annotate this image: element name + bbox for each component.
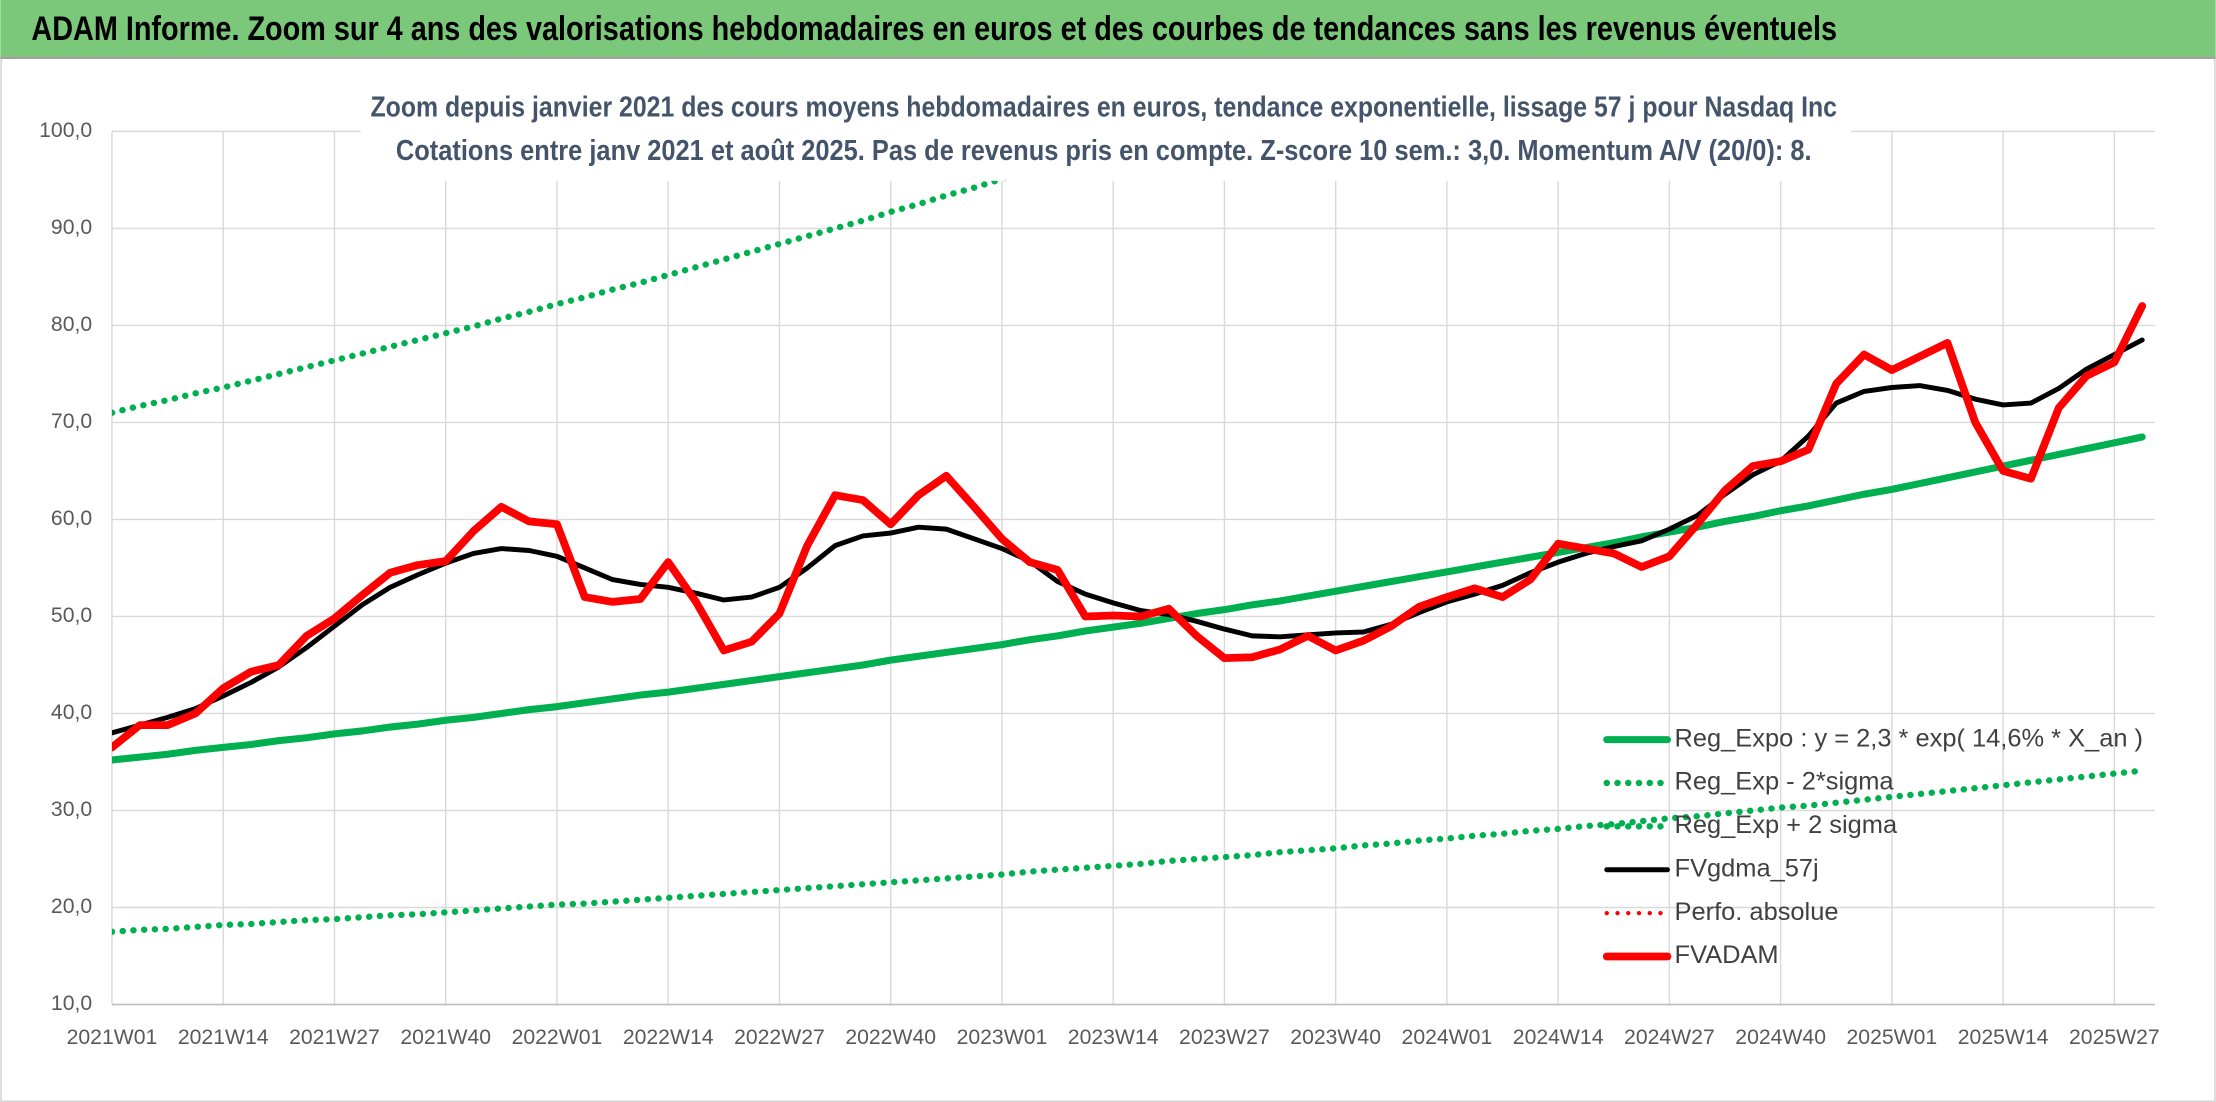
series-line bbox=[111, 433, 2146, 764]
y-tick-label: 50,0 bbox=[51, 604, 92, 627]
legend-label: Perfo. absolue bbox=[1675, 898, 1839, 926]
x-tick-label: 2024W01 bbox=[1402, 1026, 1493, 1049]
subtitle-line: Zoom depuis janvier 2021 des cours moyen… bbox=[371, 90, 1838, 122]
x-tick-label: 2024W40 bbox=[1735, 1026, 1826, 1049]
x-tick-label: 2021W14 bbox=[178, 1026, 269, 1049]
legend: Reg_Expo : y = 2,3 * exp( 14,6% * X_an )… bbox=[1602, 724, 2143, 969]
legend-label: FVgdma_57j bbox=[1675, 854, 1819, 882]
legend-label: FVADAM bbox=[1675, 941, 1779, 969]
y-tick-label: 30,0 bbox=[51, 798, 92, 821]
subtitle-line: Cotations entre janv 2021 et août 2025. … bbox=[396, 134, 1812, 166]
x-tick-label: 2023W14 bbox=[1068, 1026, 1159, 1049]
x-tick-label: 2023W40 bbox=[1290, 1026, 1381, 1049]
y-tick-label: 60,0 bbox=[51, 507, 92, 530]
x-tick-label: 2021W40 bbox=[400, 1026, 491, 1049]
series-layer bbox=[111, 127, 2147, 935]
x-tick-label: 2022W14 bbox=[623, 1026, 714, 1049]
chart-title: ADAM Informe. Zoom sur 4 ans des valoris… bbox=[31, 10, 1837, 48]
series-line bbox=[111, 767, 2146, 935]
x-tick-label: 2021W27 bbox=[289, 1026, 380, 1049]
series-line bbox=[111, 302, 2147, 752]
y-tick-label: 10,0 bbox=[51, 992, 92, 1015]
y-tick-label: 20,0 bbox=[51, 895, 92, 918]
x-tick-label: 2021W01 bbox=[67, 1026, 158, 1049]
legend-label: Reg_Exp - 2*sigma bbox=[1675, 768, 1895, 796]
y-tick-label: 100,0 bbox=[39, 119, 92, 142]
x-tick-label: 2025W14 bbox=[1958, 1026, 2049, 1049]
x-tick-label: 2022W27 bbox=[734, 1026, 825, 1049]
subtitle-box bbox=[360, 81, 1852, 181]
y-tick-label: 90,0 bbox=[51, 216, 92, 239]
header-bar bbox=[0, 0, 2216, 58]
y-tick-label: 40,0 bbox=[51, 701, 92, 724]
x-tick-label: 2023W27 bbox=[1179, 1026, 1270, 1049]
x-tick-label: 2023W01 bbox=[957, 1026, 1048, 1049]
x-tick-label: 2025W01 bbox=[1847, 1026, 1938, 1049]
x-tick-label: 2024W14 bbox=[1513, 1026, 1604, 1049]
y-tick-label: 70,0 bbox=[51, 410, 92, 433]
grid: 10,0 20,0 30,0 40,0 50,0 60,0 70,0 80,0 90,0 100,… bbox=[39, 119, 2160, 1049]
legend-label: Reg_Exp + 2 sigma bbox=[1675, 811, 1898, 839]
x-tick-label: 2024W27 bbox=[1624, 1026, 1715, 1049]
x-tick-label: 2025W27 bbox=[2069, 1026, 2160, 1049]
y-tick-label: 80,0 bbox=[51, 313, 92, 336]
legend-label: Reg_Expo : y = 2,3 * exp( 14,6% * X_an ) bbox=[1675, 724, 2143, 752]
x-tick-label: 2022W40 bbox=[845, 1026, 936, 1049]
x-tick-label: 2022W01 bbox=[512, 1026, 603, 1049]
